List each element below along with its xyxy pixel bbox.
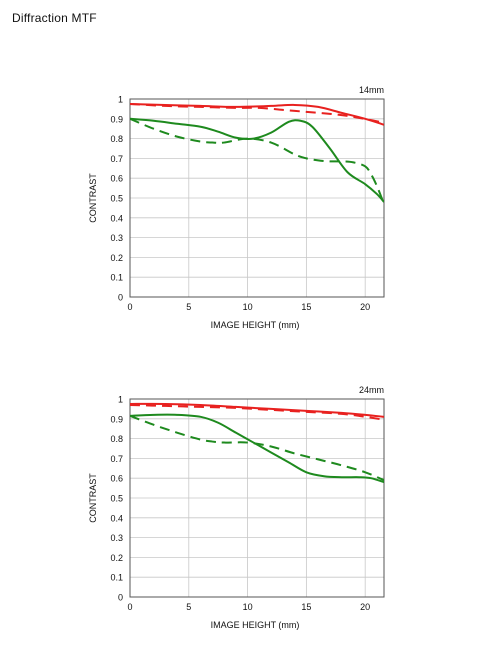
y-tick-label: 0.5	[110, 494, 123, 504]
y-tick-label: 1	[118, 395, 123, 405]
y-tick-label: 0	[118, 293, 123, 303]
x-tick-label: 20	[360, 602, 370, 612]
x-tick-label: 10	[243, 302, 253, 312]
green-dashed-series-line	[130, 414, 384, 482]
y-tick-label: 0.2	[110, 253, 123, 263]
x-tick-label: 15	[301, 602, 311, 612]
y-tick-label: 0.8	[110, 434, 123, 444]
series-group	[130, 402, 384, 484]
y-tick-label: 0.3	[110, 233, 123, 243]
y-tick-label: 0.2	[110, 553, 123, 563]
x-tick-label: 15	[301, 302, 311, 312]
green-dashed-series-line	[130, 117, 384, 205]
y-tick-label: 0.4	[110, 513, 123, 523]
y-tick-label: 0	[118, 593, 123, 603]
red-dashed-series-line	[130, 403, 384, 421]
focal-length-label: 14mm	[359, 85, 384, 95]
x-tick-label: 20	[360, 302, 370, 312]
grid	[129, 98, 384, 298]
y-axis-title: CONTRAST	[88, 473, 98, 523]
y-tick-label: 0.9	[110, 414, 123, 424]
red-dashed-series-line	[130, 102, 384, 124]
mtf-chart-24mm: 00.10.20.30.40.50.60.70.80.910 5 10 15 20IMA…	[88, 385, 385, 630]
y-tick-label: 0.8	[110, 134, 123, 144]
red-solid-series-line	[130, 102, 384, 126]
y-tick-label: 0.6	[110, 174, 123, 184]
y-tick-label: 0.5	[110, 194, 123, 204]
y-tick-label: 0.7	[110, 454, 123, 464]
x-tick-label: 0	[127, 302, 132, 312]
plot-frame	[129, 98, 385, 298]
mtf-chart-14mm: 00.10.20.30.40.50.60.70.80.910 5 10 15 20IMA…	[88, 85, 385, 330]
x-axis-title: IMAGE HEIGHT (mm)	[211, 320, 300, 330]
y-tick-label: 0.3	[110, 533, 123, 543]
plot-frame	[129, 398, 385, 598]
focal-length-label: 24mm	[359, 385, 384, 395]
y-axis-title: CONTRAST	[88, 173, 98, 223]
x-tick-label: 10	[243, 602, 253, 612]
page-title: Diffraction MTF	[12, 11, 97, 25]
y-tick-label: 0.1	[110, 573, 123, 583]
x-tick-label: 0	[127, 602, 132, 612]
series-group	[130, 102, 384, 205]
y-tick-label: 1	[118, 95, 123, 105]
y-tick-label: 0.1	[110, 273, 123, 283]
red-solid-series-line	[130, 402, 384, 418]
y-tick-label: 0.6	[110, 474, 123, 484]
x-tick-label: 5	[186, 302, 191, 312]
x-tick-label: 5	[186, 602, 191, 612]
y-tick-label: 0.4	[110, 213, 123, 223]
green-solid-series-line	[130, 117, 384, 203]
green-solid-series-line	[130, 413, 384, 484]
x-axis-title: IMAGE HEIGHT (mm)	[211, 620, 300, 630]
y-tick-label: 0.9	[110, 114, 123, 124]
y-tick-label: 0.7	[110, 154, 123, 164]
